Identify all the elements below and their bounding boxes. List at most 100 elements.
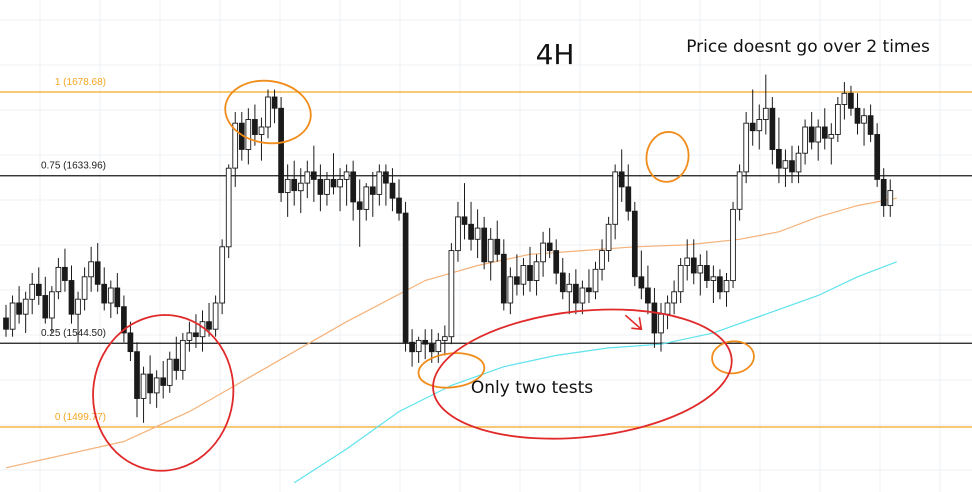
candle-body <box>441 336 448 341</box>
candle <box>474 209 481 259</box>
candle-body <box>776 148 782 169</box>
candle <box>880 168 887 217</box>
candle <box>664 295 671 330</box>
marker-arrow <box>624 314 643 331</box>
candle <box>16 286 22 324</box>
candle-body <box>802 126 808 154</box>
candle <box>160 361 167 399</box>
candle-body <box>828 134 835 139</box>
candle-body <box>631 210 638 278</box>
candle <box>441 325 448 356</box>
candle <box>514 254 520 296</box>
candle <box>193 314 199 348</box>
candle-body <box>684 257 691 266</box>
candle-body <box>520 265 527 285</box>
candle <box>520 258 527 296</box>
candle <box>789 145 795 184</box>
candle-body <box>271 96 278 109</box>
candle-body <box>317 178 324 195</box>
candle <box>710 265 717 303</box>
candle-body <box>749 122 756 132</box>
candle <box>651 288 658 348</box>
candle-body <box>363 186 370 210</box>
candle <box>835 97 841 142</box>
candle <box>363 183 370 221</box>
candle <box>153 370 160 408</box>
candle <box>645 265 651 315</box>
chart-title: 4H <box>536 38 575 71</box>
candle <box>147 355 153 405</box>
candle-body <box>186 332 193 341</box>
candle <box>88 246 94 292</box>
candle-body <box>474 227 481 240</box>
candle-body <box>789 160 795 173</box>
candle <box>887 179 894 217</box>
candle-body <box>448 250 455 338</box>
candle <box>297 168 304 214</box>
candle <box>350 160 357 221</box>
candle <box>383 164 389 206</box>
candle <box>121 295 127 343</box>
candle-body <box>402 212 409 343</box>
candle <box>448 243 455 345</box>
candle <box>369 171 376 217</box>
candle-body <box>350 171 357 203</box>
candle-body <box>605 223 612 251</box>
candle-body <box>88 261 94 278</box>
candle-body <box>121 306 127 334</box>
candle-body <box>9 302 16 330</box>
candle-body <box>586 287 592 293</box>
candle <box>199 310 206 352</box>
level-label: 1 (1678.68) <box>55 77 106 88</box>
annotation-tests-note: Only two tests <box>471 378 593 398</box>
candle <box>749 89 756 146</box>
candle-body <box>612 171 619 225</box>
candle <box>468 201 474 251</box>
candle-body <box>658 313 664 334</box>
candle-body <box>147 373 153 394</box>
candle-body <box>219 246 226 304</box>
candle <box>762 74 769 135</box>
candle-body <box>232 122 239 169</box>
candle-body <box>55 266 62 293</box>
candle-body <box>835 104 841 135</box>
candle <box>677 258 684 303</box>
candle-body <box>134 351 140 399</box>
candle-body <box>815 126 822 143</box>
candle-body <box>848 92 854 109</box>
candle <box>337 168 343 212</box>
candle-body <box>782 160 789 169</box>
candle <box>324 171 330 206</box>
candle-body <box>42 295 49 319</box>
candle-body <box>422 339 429 345</box>
candle-body <box>114 287 121 308</box>
candle <box>690 239 697 285</box>
candle-body <box>245 119 252 150</box>
candle <box>717 269 723 300</box>
candle-body <box>284 178 291 193</box>
candle <box>671 280 677 315</box>
candle <box>573 269 579 315</box>
candle-body <box>743 122 750 173</box>
candle-body <box>107 287 114 304</box>
candle <box>114 273 121 315</box>
candle <box>540 231 546 277</box>
candle-body <box>337 178 343 188</box>
candle <box>782 149 789 187</box>
candle <box>219 239 226 315</box>
candle <box>3 304 9 337</box>
candle-body <box>723 280 730 293</box>
candle <box>684 239 691 281</box>
candle-body <box>258 126 265 135</box>
candle-body <box>645 287 651 304</box>
candle-body <box>29 283 36 300</box>
candle <box>107 280 114 318</box>
candle-body <box>494 238 501 255</box>
candle <box>9 295 16 337</box>
candle <box>553 239 560 285</box>
candle-body <box>500 253 507 304</box>
candle <box>265 89 271 139</box>
candle <box>258 117 265 161</box>
candle <box>494 220 501 262</box>
